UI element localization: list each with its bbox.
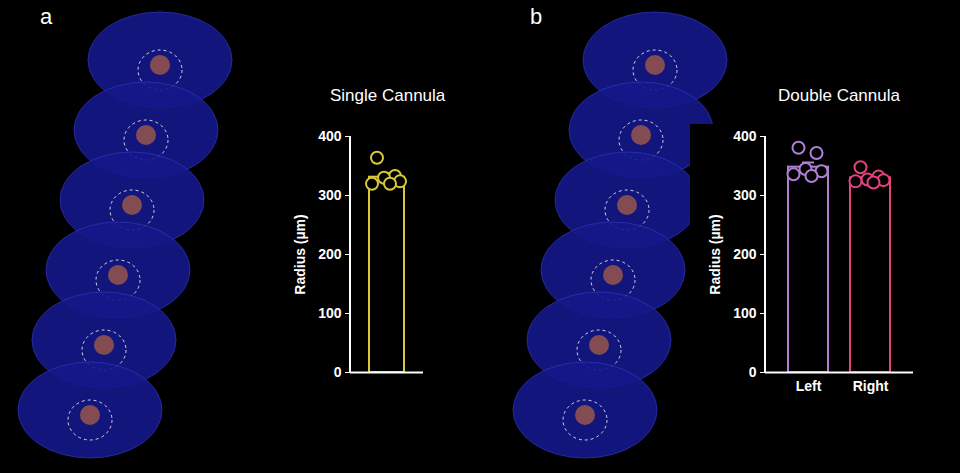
html-text:Double Cannula: Double Cannula (778, 86, 900, 105)
html-text:b: b (530, 4, 543, 29)
html-text:Single Cannula: Single Cannula (330, 86, 446, 105)
svg-text:0: 0 (749, 364, 757, 380)
svg-text:Right: Right (853, 378, 889, 394)
svg-text:100: 100 (318, 305, 342, 321)
svg-text:Left: Left (796, 378, 822, 394)
svg-text:400: 400 (318, 128, 342, 144)
svg-text:200: 200 (318, 246, 342, 262)
svg-text:Radius (µm): Radius (µm) (292, 214, 308, 294)
svg-text:0: 0 (334, 364, 342, 380)
svg-text:200: 200 (733, 246, 757, 262)
svg-text:400: 400 (733, 128, 757, 144)
html-text:a: a (40, 4, 53, 29)
svg-text:Radius (µm): Radius (µm) (707, 214, 723, 294)
svg-text:300: 300 (733, 187, 757, 203)
svg-text:300: 300 (318, 187, 342, 203)
svg-text:100: 100 (733, 305, 757, 321)
